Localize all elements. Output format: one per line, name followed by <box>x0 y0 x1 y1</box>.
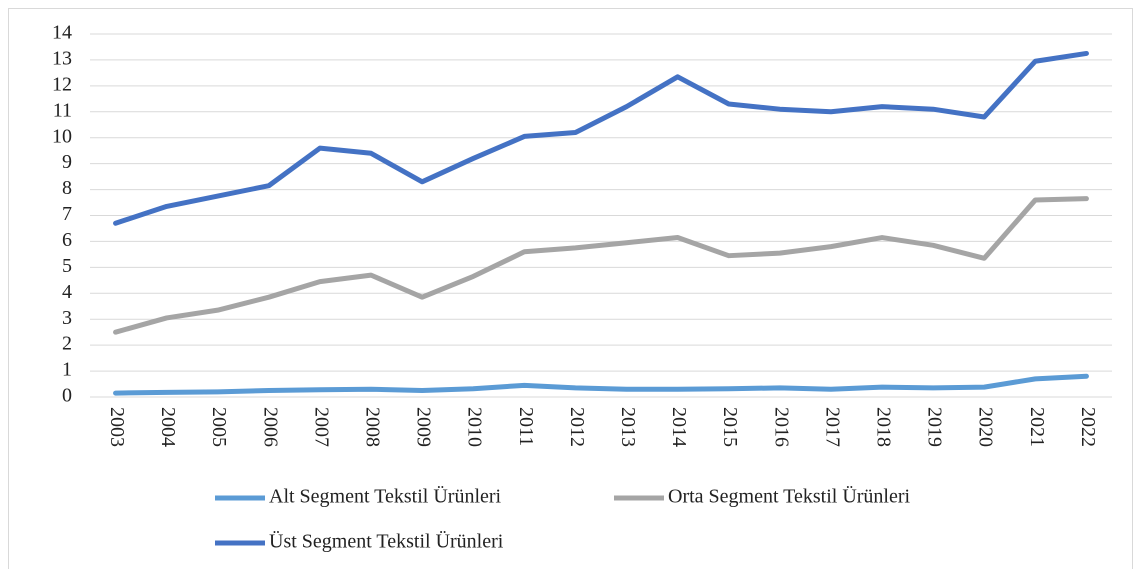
y-tick-label: 12 <box>52 73 72 95</box>
x-tick-label: 2013 <box>617 407 639 447</box>
y-tick-label: 7 <box>62 203 72 225</box>
x-tick-label: 2014 <box>668 407 690 447</box>
legend-label: Orta Segment Tekstil Ürünleri <box>668 485 911 508</box>
x-tick-label: 2022 <box>1077 407 1099 447</box>
x-tick-label: 2019 <box>924 407 946 447</box>
y-tick-label: 9 <box>62 151 72 173</box>
y-tick-label: 2 <box>62 333 72 355</box>
x-tick-label: 2017 <box>821 407 843 447</box>
series-line <box>113 373 1089 396</box>
y-tick-label: 3 <box>62 307 72 329</box>
series-line <box>113 196 1089 335</box>
y-tick-label: 8 <box>62 177 72 199</box>
y-tick-label: 11 <box>53 99 72 121</box>
y-tick-label: 5 <box>62 255 72 277</box>
legend-label: Üst Segment Tekstil Ürünleri <box>269 530 504 553</box>
x-tick-label: 2009 <box>413 407 435 447</box>
x-tick-label: 2016 <box>770 407 792 447</box>
x-tick-label: 2006 <box>259 407 281 447</box>
x-tick-label: 2003 <box>106 407 128 447</box>
x-tick-label: 2005 <box>208 407 230 447</box>
y-tick-label: 14 <box>52 22 72 44</box>
y-tick-label: 0 <box>62 385 72 407</box>
x-tick-label: 2021 <box>1026 407 1048 447</box>
y-tick-label: 10 <box>52 125 72 147</box>
x-tick-label: 2008 <box>361 407 383 447</box>
x-tick-label: 2011 <box>515 407 537 446</box>
y-tick-label: 13 <box>52 48 72 70</box>
series-line <box>113 50 1089 226</box>
y-tick-label: 4 <box>62 281 72 303</box>
x-tick-label: 2010 <box>464 407 486 447</box>
x-tick-label: 2007 <box>310 407 332 447</box>
x-tick-label: 2004 <box>157 407 179 447</box>
chart-frame <box>8 8 1133 569</box>
legend-label: Alt Segment Tekstil Ürünleri <box>269 485 502 508</box>
y-tick-label: 1 <box>62 359 72 381</box>
x-tick-label: 2018 <box>872 407 894 447</box>
x-tick-label: 2020 <box>975 407 997 447</box>
x-tick-label: 2015 <box>719 407 741 447</box>
y-tick-label: 6 <box>62 229 72 251</box>
x-tick-label: 2012 <box>566 407 588 447</box>
